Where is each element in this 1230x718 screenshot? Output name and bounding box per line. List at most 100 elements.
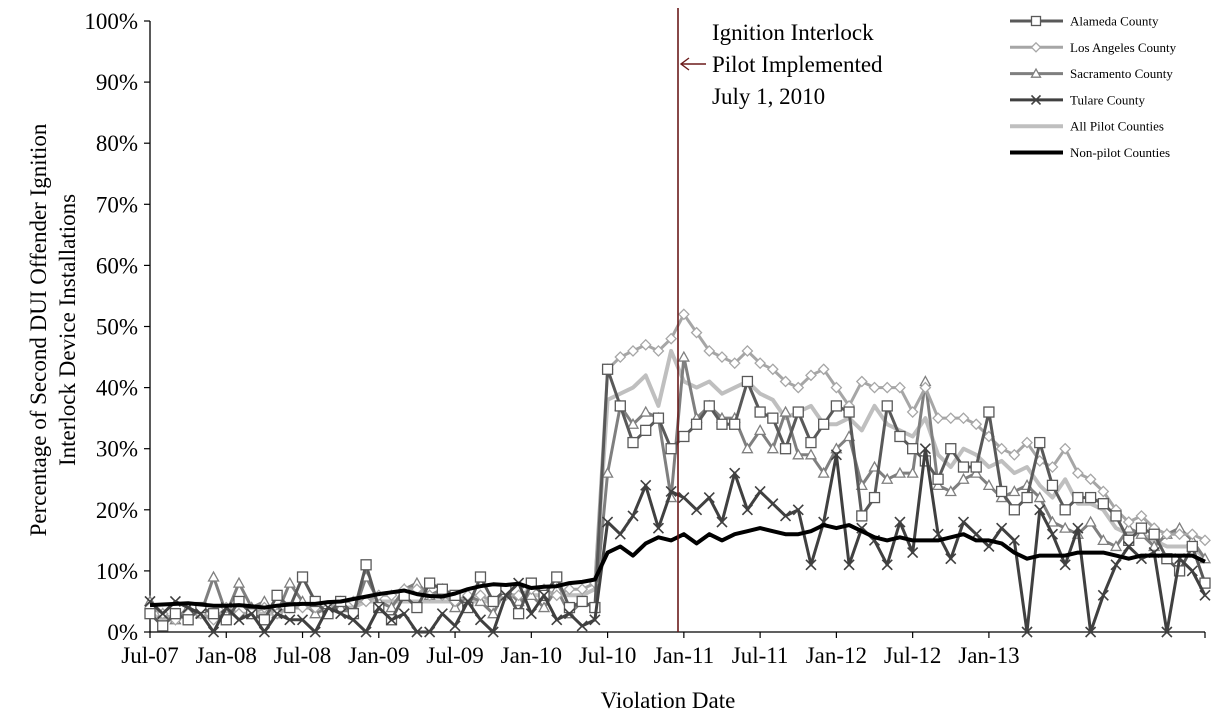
legend-item-all-pilot-counties: All Pilot Counties (1010, 119, 1164, 134)
data-point (385, 614, 398, 626)
data-point (766, 363, 779, 376)
y-tick-label: 30% (96, 437, 138, 462)
x-tick-label: Jul-11 (732, 643, 789, 668)
data-point (487, 626, 499, 638)
data-point (805, 559, 817, 571)
data-point (207, 626, 220, 638)
legend-label: Tulare County (1070, 92, 1145, 107)
data-point (779, 375, 792, 388)
legend-marker (1030, 15, 1042, 27)
data-point (1097, 534, 1110, 545)
data-point (830, 381, 843, 394)
data-point (957, 412, 970, 425)
data-point (614, 528, 626, 540)
data-point (1122, 516, 1135, 528)
data-point (601, 466, 614, 478)
data-point (792, 406, 804, 418)
data-point (1059, 521, 1072, 533)
data-point (805, 369, 817, 382)
data-point (1071, 467, 1084, 480)
data-point (767, 498, 779, 510)
data-point (881, 472, 894, 484)
y-tick-label: 70% (96, 192, 138, 217)
data-point (640, 424, 652, 437)
data-point (1186, 528, 1199, 541)
tick-labels: 0% 10% 20% 30% 40% 50% 60% 70% 80% 90% 100% Jul-07 J… (84, 9, 1019, 668)
data-point (589, 614, 601, 626)
data-point (906, 406, 919, 418)
y-tick-label: 90% (96, 70, 138, 95)
data-point (1110, 510, 1122, 522)
x-tick-label: Jul-07 (121, 643, 179, 668)
data-point (157, 620, 169, 632)
data-point (1085, 626, 1097, 638)
data-point (385, 601, 398, 613)
data-point (1008, 534, 1020, 546)
legend-item-los-angeles-county: Los Angeles County (1010, 40, 1177, 55)
data-point (1135, 509, 1148, 522)
data-point (1160, 528, 1173, 541)
data-point (919, 381, 932, 394)
data-point (411, 601, 423, 614)
data-point (881, 381, 894, 394)
data-point (678, 430, 690, 443)
legend-label: Alameda County (1070, 14, 1159, 29)
x-tick-label: Jan-08 (196, 643, 257, 668)
data-point (817, 363, 830, 376)
data-point (1059, 559, 1071, 571)
y-axis-title-line-1: Percentage of Second DUI Offender Igniti… (26, 123, 51, 536)
y-tick-label: 60% (96, 253, 138, 278)
data-point (271, 608, 283, 620)
data-point (996, 522, 1008, 534)
data-point (500, 589, 512, 601)
data-point (537, 601, 551, 613)
legend-item-non-pilot-counties: Non-pilot Counties (1010, 145, 1170, 160)
data-point (1059, 504, 1071, 516)
data-point (907, 443, 919, 455)
data-point (576, 583, 589, 596)
data-point (296, 614, 309, 626)
data-point (652, 522, 664, 534)
data-point (804, 448, 818, 460)
data-point (563, 608, 576, 620)
data-point (817, 466, 830, 478)
data-point (1097, 589, 1109, 601)
data-point (1034, 436, 1046, 449)
data-point (424, 626, 436, 638)
data-point (767, 412, 779, 424)
data-point (1097, 485, 1110, 498)
data-point (741, 375, 754, 388)
data-point (957, 461, 970, 473)
data-point (907, 547, 919, 559)
data-point (182, 614, 194, 626)
data-point (614, 400, 626, 412)
data-point (1046, 515, 1059, 527)
data-point (970, 461, 982, 473)
data-point (1008, 504, 1020, 516)
data-point (1046, 479, 1059, 492)
data-point (551, 571, 563, 583)
data-point (868, 381, 881, 394)
data-point (792, 381, 805, 394)
data-point (436, 608, 448, 620)
legend: Alameda County Los Angeles County Sacramen… (1010, 14, 1177, 160)
data-point (487, 595, 499, 608)
data-point (881, 400, 893, 412)
data-point (894, 381, 906, 394)
data-point (1148, 540, 1161, 552)
legend-item-tulare-county: Tulare County (1010, 92, 1145, 107)
data-point (729, 418, 741, 430)
data-point (665, 443, 677, 455)
x-tick-label: Jul-12 (884, 643, 942, 668)
data-point (283, 576, 296, 588)
data-point (729, 467, 741, 479)
y-tick-label: 10% (96, 559, 138, 584)
data-point (944, 412, 957, 425)
data-point (627, 345, 639, 357)
data-point (487, 607, 500, 619)
data-point (995, 485, 1008, 498)
data-point (550, 589, 563, 602)
annotation-line-1: Ignition Interlock (712, 20, 874, 45)
annotation-line-3: July 1, 2010 (712, 84, 825, 109)
